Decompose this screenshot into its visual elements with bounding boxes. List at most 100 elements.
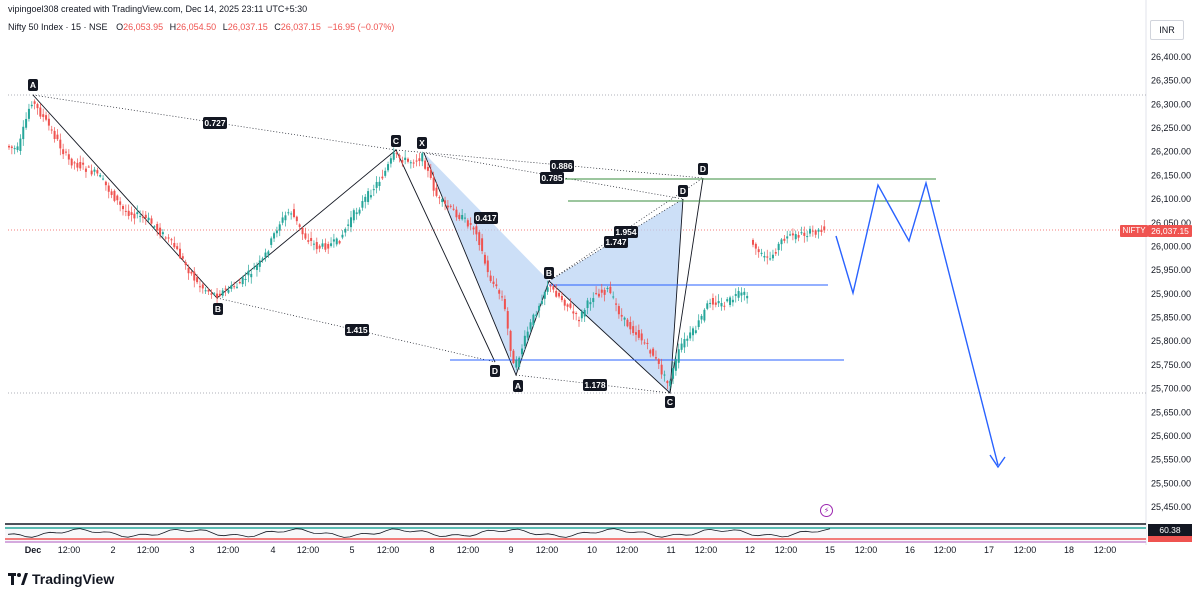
candle-body <box>481 238 484 252</box>
candle-body <box>401 160 404 163</box>
candle-body <box>122 205 124 210</box>
candle-body <box>355 212 358 215</box>
candle-body <box>236 286 238 288</box>
svg-text:1.415: 1.415 <box>346 325 368 335</box>
candle-body <box>389 158 392 164</box>
pattern-point-c[interactable]: C <box>391 135 401 147</box>
candle-body <box>552 286 555 290</box>
time-axis-label: 12:00 <box>137 545 160 555</box>
candle-body <box>711 298 714 305</box>
candle-body <box>714 302 717 305</box>
lightning-icon[interactable]: ⚡ <box>820 504 833 517</box>
ohlc-legend[interactable]: Nifty 50 Index · 15 · NSE O26,053.95 H26… <box>8 22 398 32</box>
candle-body <box>93 169 96 172</box>
candle-body <box>746 295 749 299</box>
candle-body <box>113 190 116 201</box>
candle-body <box>580 311 583 319</box>
pattern-point-b[interactable]: B <box>544 267 554 279</box>
low-key: L <box>222 22 228 32</box>
pattern-point-labels: A B C D X A B C D D <box>28 79 708 408</box>
symbol-title[interactable]: Nifty 50 Index · 15 · NSE <box>8 22 108 32</box>
candle-body <box>102 178 105 180</box>
ratio-label[interactable]: 0.886 <box>550 160 574 172</box>
price-axis-label: 26,000.00 <box>1151 241 1191 251</box>
ratio-label[interactable]: 0.727 <box>203 117 227 129</box>
svg-text:C: C <box>393 136 399 146</box>
candle-body <box>617 306 620 315</box>
pattern-point-d[interactable]: D <box>490 365 500 377</box>
candle-body <box>181 256 184 259</box>
currency-selector[interactable]: INR <box>1150 20 1184 40</box>
price-tag-value: 26,037.15 <box>1148 225 1192 237</box>
candle-body <box>267 251 270 255</box>
pattern-point-b[interactable]: B <box>213 303 223 315</box>
ratio-label[interactable]: 0.785 <box>540 172 564 184</box>
candle-body <box>107 185 110 192</box>
pattern-point-c[interactable]: C <box>665 396 675 408</box>
candle-body <box>743 291 746 295</box>
candle-body <box>213 293 216 295</box>
ratio-label[interactable]: 1.747 <box>604 236 628 248</box>
candle-body <box>144 214 147 219</box>
pattern-point-d[interactable]: D <box>678 185 688 197</box>
candle-body <box>318 245 321 249</box>
candle-body <box>233 286 236 288</box>
pattern-point-d[interactable]: D <box>698 163 708 175</box>
candle-body <box>164 237 167 239</box>
high-key: H <box>169 22 177 32</box>
candle-body <box>141 216 144 218</box>
candle-body <box>600 289 603 293</box>
candle-body <box>441 199 444 203</box>
oscillator-pane[interactable] <box>5 524 1146 543</box>
candle-body <box>395 152 398 154</box>
candle-body <box>780 239 783 245</box>
candle-body <box>310 238 313 241</box>
candle-body <box>657 359 660 364</box>
candle-body <box>575 313 578 315</box>
time-axis-label: 12:00 <box>58 545 81 555</box>
candle-body <box>797 235 800 238</box>
ratio-label[interactable]: 1.415 <box>345 324 369 336</box>
candle-body <box>210 293 213 295</box>
projection-arrowhead <box>989 454 1006 469</box>
candle-body <box>350 217 352 228</box>
price-axis-label: 25,600.00 <box>1151 431 1191 441</box>
tradingview-logo[interactable]: TradingView <box>8 570 114 588</box>
pattern-point-x[interactable]: X <box>417 137 427 149</box>
pattern-dotted <box>32 94 704 394</box>
candle-body <box>70 158 73 166</box>
svg-text:0.886: 0.886 <box>551 161 573 171</box>
candle-body <box>65 151 67 153</box>
pattern-point-a[interactable]: A <box>28 79 38 91</box>
candle-body <box>498 290 501 294</box>
candle-body <box>384 170 387 176</box>
candle-body <box>90 170 93 175</box>
candle-body <box>361 201 364 208</box>
pattern-point-a[interactable]: A <box>513 380 523 392</box>
candle-body <box>133 213 136 219</box>
time-axis[interactable]: Dec 12:00 2 12:00 3 12:00 4 12:00 5 12:00 8 12:00 9 1… <box>25 545 1117 555</box>
candle-body <box>59 139 62 149</box>
svg-text:0.417: 0.417 <box>475 213 497 223</box>
ratio-label[interactable]: 0.417 <box>474 212 498 224</box>
candle-body <box>224 288 227 290</box>
candle-body <box>284 215 287 221</box>
svg-text:1.747: 1.747 <box>605 237 627 247</box>
projection-path[interactable] <box>835 180 999 466</box>
price-axis-label: 25,900.00 <box>1151 289 1191 299</box>
candle-body <box>629 321 632 330</box>
time-axis-label: 10 <box>587 545 597 555</box>
candle-body <box>546 287 549 292</box>
candle-body <box>583 309 586 317</box>
ratio-label[interactable]: 1.178 <box>583 379 607 391</box>
price-axis[interactable]: 26,400.00 26,350.00 26,300.00 26,250.00 26,2… <box>1151 52 1191 512</box>
ratio-label[interactable]: 1.954 <box>614 226 638 238</box>
candle-body <box>737 291 740 298</box>
candle-body <box>201 284 204 289</box>
time-axis-label: 8 <box>429 545 434 555</box>
candle-body <box>424 160 427 169</box>
candle-body <box>509 330 512 351</box>
candle-body <box>466 220 469 227</box>
